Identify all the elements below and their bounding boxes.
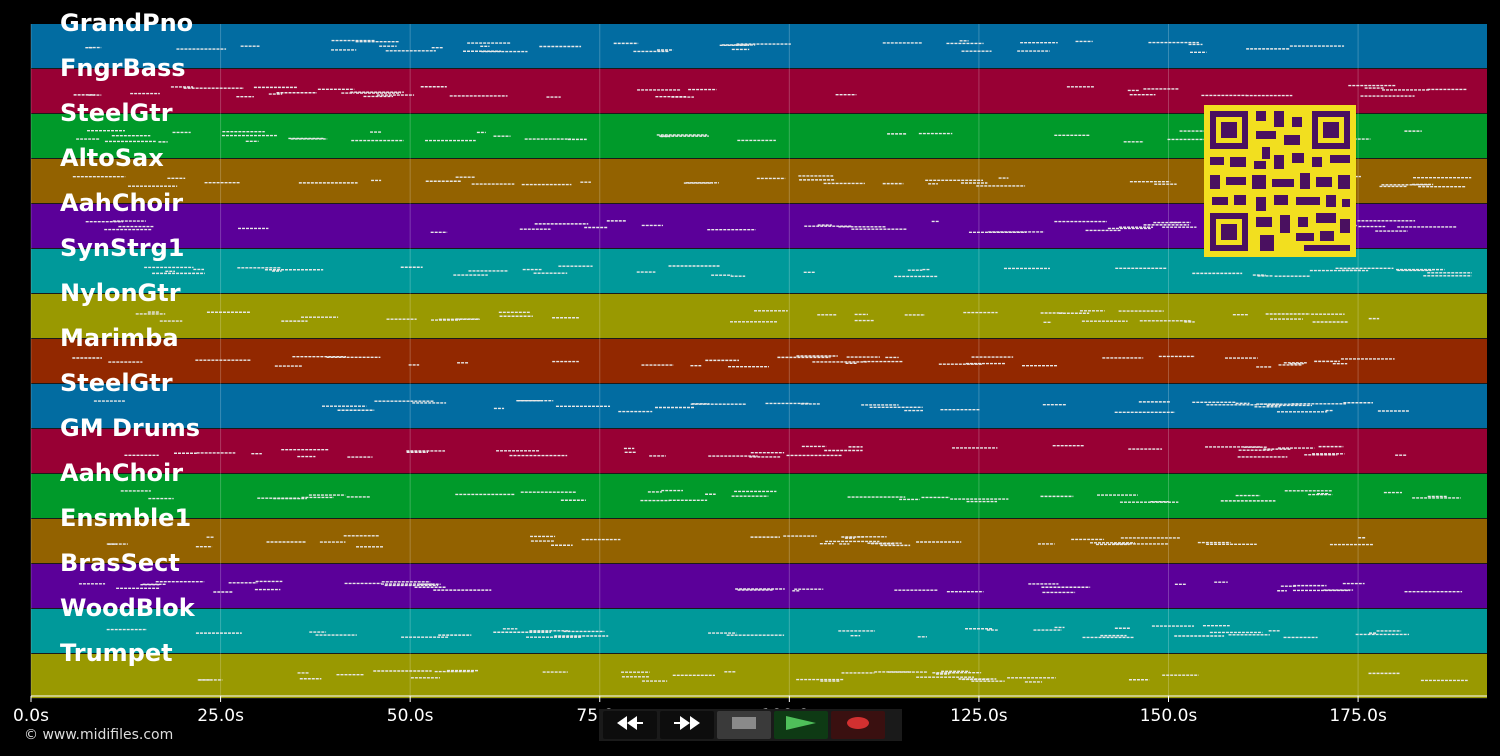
fast-forward-button[interactable]	[660, 711, 714, 739]
track-lanes	[31, 24, 1487, 699]
track-lane	[31, 654, 1487, 698]
track-label: BrasSect	[60, 549, 180, 577]
stop-icon	[731, 715, 757, 735]
track-lane	[31, 609, 1487, 653]
tick-label: 175.0s	[1329, 706, 1387, 726]
transport-controls	[599, 709, 902, 741]
track-label: SynStrg1	[60, 234, 185, 262]
time-gridlines	[30, 24, 1359, 696]
track-label: Trumpet	[60, 639, 173, 667]
play-icon	[784, 714, 818, 736]
track-lane	[31, 474, 1487, 518]
tick-label: 125.0s	[950, 706, 1008, 726]
track-lane	[31, 519, 1487, 563]
track-label: WoodBlok	[60, 594, 196, 622]
track-label: FngrBass	[60, 54, 186, 82]
copyright-text: © www.midifiles.com	[24, 727, 174, 743]
tick-label: 25.0s	[197, 706, 244, 726]
track-label: SteelGtr	[60, 99, 173, 127]
tick-label: 50.0s	[387, 706, 434, 726]
tick-label: 150.0s	[1140, 706, 1198, 726]
track-label: AltoSax	[60, 144, 164, 172]
play-button[interactable]	[774, 711, 828, 739]
rewind-icon	[613, 713, 647, 737]
track-label: Ensmble1	[60, 504, 191, 532]
track-lane	[31, 384, 1487, 428]
track-label: SteelGtr	[60, 369, 173, 397]
track-label: AahChoir	[60, 189, 183, 217]
track-lane	[31, 24, 1487, 68]
track-labels: GrandPno FngrBass SteelGtr AltoSax AahChoir S…	[60, 9, 200, 667]
track-label: Marimba	[60, 324, 179, 352]
record-button[interactable]	[831, 711, 885, 739]
tick-label: 0.0s	[13, 706, 49, 726]
track-label: GrandPno	[60, 9, 193, 37]
track-lane	[31, 294, 1487, 338]
rewind-button[interactable]	[603, 711, 657, 739]
record-icon	[844, 714, 872, 736]
qr-code-icon	[1204, 105, 1356, 257]
track-label: NylonGtr	[60, 279, 181, 307]
track-label: GM Drums	[60, 414, 200, 442]
stop-button[interactable]	[717, 711, 771, 739]
track-label: AahChoir	[60, 459, 183, 487]
track-lane	[31, 564, 1487, 608]
track-lane	[31, 429, 1487, 473]
track-lane	[31, 339, 1487, 383]
note-marks	[72, 39, 1472, 683]
fast-forward-icon	[670, 713, 704, 737]
